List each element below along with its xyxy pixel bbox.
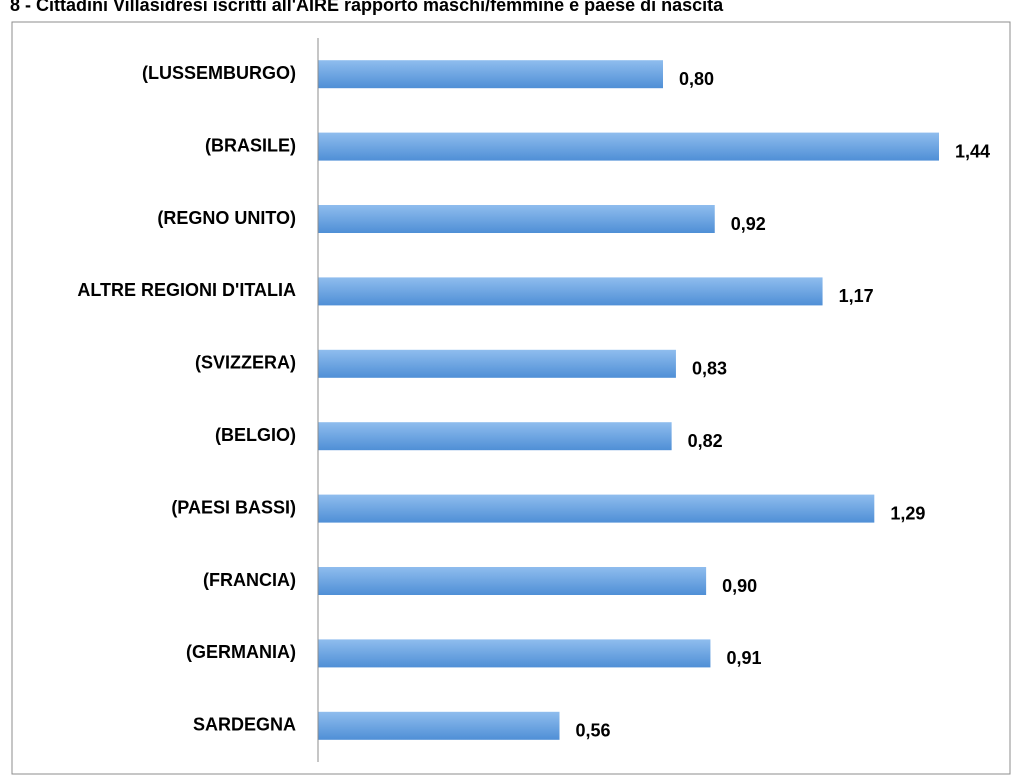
value-label: 1,44 (955, 141, 990, 161)
bar (318, 277, 823, 306)
value-label: 0,83 (692, 359, 727, 379)
y-tick-label: (BRASILE) (205, 135, 296, 155)
value-label: 0,91 (726, 648, 761, 668)
bar (318, 205, 715, 233)
y-tick-label: ALTRE REGIONI D'ITALIA (77, 280, 296, 300)
value-label: 0,56 (576, 721, 611, 741)
y-tick-label: (BELGIO) (215, 425, 296, 445)
bar (318, 494, 875, 523)
y-tick-label: (REGNO UNITO) (157, 208, 296, 228)
y-tick-label: (LUSSEMBURGO) (142, 63, 296, 83)
y-tick-label: (FRANCIA) (203, 570, 296, 590)
bar (318, 132, 939, 161)
value-label: 0,82 (688, 431, 723, 451)
value-label: 0,80 (679, 69, 714, 89)
bar (318, 639, 711, 668)
value-label: 0,92 (731, 214, 766, 234)
value-label: 0,90 (722, 576, 757, 596)
y-tick-label: (PAESI BASSI) (171, 497, 296, 517)
y-tick-label: (SVIZZERA) (195, 353, 296, 373)
bar (318, 567, 707, 595)
bar (318, 422, 672, 451)
y-tick-label: SARDEGNA (193, 715, 296, 735)
chart-title: 8 - Cittadini Villasidresi iscritti all'… (10, 0, 724, 15)
value-label: 1,17 (839, 286, 874, 306)
bar (318, 711, 560, 740)
y-tick-label: (GERMANIA) (186, 642, 296, 662)
bar (318, 60, 663, 89)
bar (318, 349, 676, 378)
value-label: 1,29 (890, 503, 925, 523)
